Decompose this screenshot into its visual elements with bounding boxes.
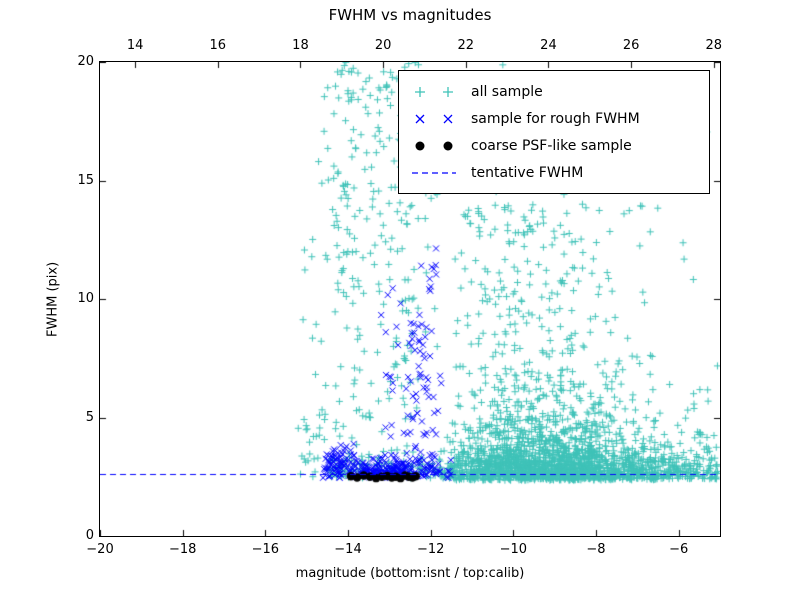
x-marker-icon: [415, 114, 453, 123]
x-top-tick-label: 28: [705, 38, 723, 53]
x-bottom-tick-label: −20: [86, 542, 114, 557]
x-bottom-tick-label: −16: [251, 542, 280, 557]
dashed-line-icon: [412, 171, 456, 174]
legend-label: sample for rough FWHM: [471, 110, 640, 127]
legend-label: tentative FWHM: [471, 164, 584, 181]
y-tick-label: 20: [77, 54, 94, 69]
x-top-tick-label: 16: [209, 38, 227, 53]
y-tick-label: 10: [77, 291, 94, 306]
legend: all sample sample for rough FWHM coarse …: [398, 70, 710, 194]
x-bottom-tick-label: −6: [669, 542, 689, 557]
legend-label: all sample: [471, 83, 543, 100]
legend-entry-rough-fwhm: sample for rough FWHM: [409, 105, 699, 132]
plus-marker-icon: [415, 86, 453, 97]
x-bottom-tick-label: −12: [416, 542, 445, 557]
x-bottom-tick-label: −8: [586, 542, 606, 557]
legend-entry-tentative-fwhm: tentative FWHM: [409, 159, 699, 186]
y-tick-label: 15: [77, 172, 94, 188]
chart-title: FWHM vs magnitudes: [328, 6, 492, 24]
x-bottom-tick-label: −18: [168, 542, 197, 557]
x-top-tick-label: 14: [126, 38, 144, 53]
legend-entry-all-sample: all sample: [409, 78, 699, 105]
y-tick-label: 0: [85, 528, 94, 543]
x-bottom-tick-label: −14: [334, 542, 362, 557]
x-bottom-tick-label: −10: [499, 542, 528, 557]
y-tick-label: 5: [85, 409, 94, 425]
x-top-tick-label: 20: [374, 38, 392, 53]
x-top-tick-label: 22: [457, 38, 475, 53]
x-top-tick-label: 26: [622, 38, 640, 53]
x-top-tick-label: 24: [540, 38, 557, 53]
legend-label: coarse PSF-like sample: [471, 137, 632, 154]
x-top-tick-label: 18: [292, 38, 309, 53]
x-axis-label: magnitude (bottom:isnt / top:calib): [295, 566, 525, 581]
legend-entry-psf-sample: coarse PSF-like sample: [409, 132, 699, 159]
circle-marker-icon: [415, 141, 453, 150]
